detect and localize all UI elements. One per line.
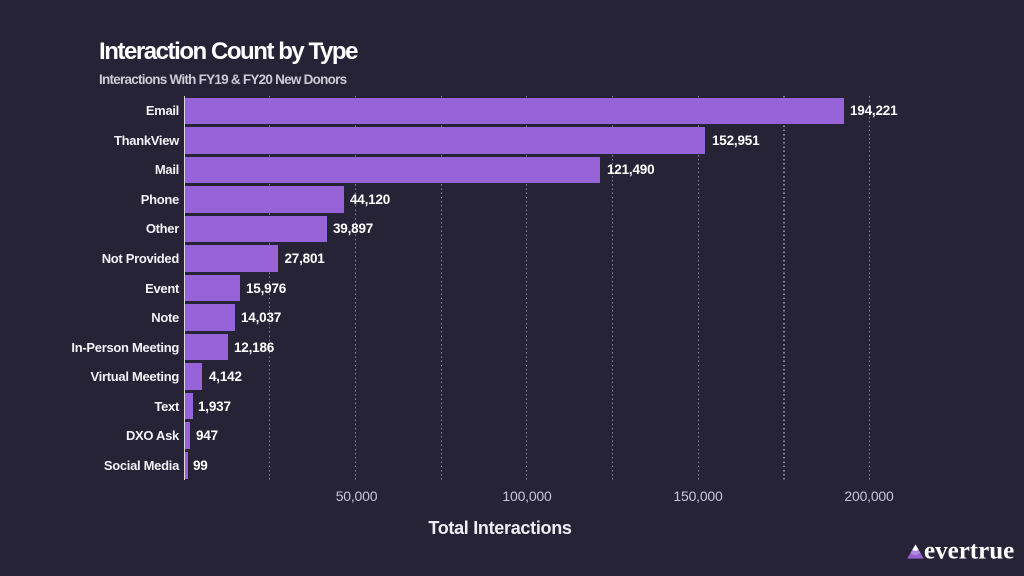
- svg-text:evertrue: evertrue: [924, 541, 1014, 563]
